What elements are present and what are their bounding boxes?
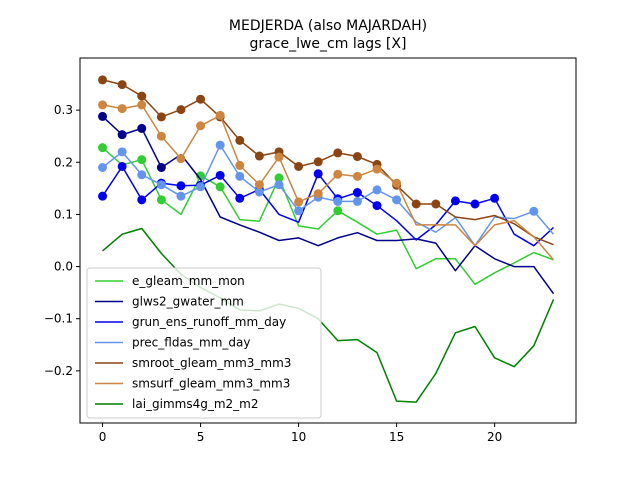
data-point-glws2_gwater_mm	[117, 130, 127, 140]
data-point-smsurf_gleam_mm3_mm3	[352, 171, 362, 181]
data-point-prec_fldas_mm_day	[333, 196, 343, 206]
legend-entry: smsurf_gleam_mm3_mm3	[132, 377, 290, 391]
data-point-glws2_gwater_mm	[98, 111, 108, 121]
data-point-e_gleam_mm_mon	[196, 171, 206, 181]
data-point-smsurf_gleam_mm3_mm3	[333, 169, 343, 179]
data-point-glws2_gwater_mm	[137, 123, 147, 133]
y-tick-label: 0.0	[54, 260, 73, 274]
data-point-smsurf_gleam_mm3_mm3	[294, 197, 304, 207]
x-tick-label: 10	[291, 430, 306, 444]
data-point-smsurf_gleam_mm3_mm3	[274, 152, 284, 162]
data-point-prec_fldas_mm_day	[176, 191, 186, 201]
data-point-smroot_gleam_mm3_mm3	[156, 112, 166, 122]
data-point-smroot_gleam_mm3_mm3	[294, 161, 304, 171]
data-point-prec_fldas_mm_day	[392, 195, 402, 205]
data-point-prec_fldas_mm_day	[372, 185, 382, 195]
legend-box	[86, 267, 322, 419]
data-point-smroot_gleam_mm3_mm3	[176, 105, 186, 115]
data-point-smroot_gleam_mm3_mm3	[254, 151, 264, 161]
data-point-smsurf_gleam_mm3_mm3	[235, 160, 245, 170]
y-tick-label: 0.3	[54, 103, 73, 117]
data-point-smsurf_gleam_mm3_mm3	[254, 180, 264, 190]
y-tick-label: 0.2	[54, 155, 73, 169]
data-point-smsurf_gleam_mm3_mm3	[313, 189, 323, 199]
data-point-grun_ens_runoff_mm_day	[176, 181, 186, 191]
data-point-grun_ens_runoff_mm_day	[137, 195, 147, 205]
data-point-smsurf_gleam_mm3_mm3	[117, 104, 127, 114]
data-point-prec_fldas_mm_day	[294, 206, 304, 216]
data-point-prec_fldas_mm_day	[274, 180, 284, 190]
data-point-smsurf_gleam_mm3_mm3	[392, 178, 402, 188]
data-point-smroot_gleam_mm3_mm3	[313, 157, 323, 167]
legend-entry: lai_gimms4g_m2_m2	[132, 397, 259, 411]
data-point-prec_fldas_mm_day	[529, 206, 539, 216]
data-point-smsurf_gleam_mm3_mm3	[176, 154, 186, 164]
data-point-grun_ens_runoff_mm_day	[117, 161, 127, 171]
y-tick-label: −0.2	[44, 364, 73, 378]
data-point-grun_ens_runoff_mm_day	[470, 199, 480, 209]
data-point-smroot_gleam_mm3_mm3	[98, 75, 108, 85]
data-point-smroot_gleam_mm3_mm3	[352, 152, 362, 162]
data-point-prec_fldas_mm_day	[352, 196, 362, 206]
y-tick-label: 0.1	[54, 207, 73, 221]
data-point-smsurf_gleam_mm3_mm3	[215, 110, 225, 120]
legend-entry: smroot_gleam_mm3_mm3	[132, 356, 291, 370]
legend-entry: glws2_gwater_mm	[132, 295, 244, 309]
data-point-grun_ens_runoff_mm_day	[215, 170, 225, 180]
data-point-e_gleam_mm_mon	[98, 143, 108, 153]
data-point-smsurf_gleam_mm3_mm3	[137, 100, 147, 110]
data-point-grun_ens_runoff_mm_day	[450, 196, 460, 206]
legend-entry: prec_fldas_mm_day	[132, 336, 251, 350]
data-point-grun_ens_runoff_mm_day	[352, 188, 362, 198]
data-point-smroot_gleam_mm3_mm3	[411, 199, 421, 209]
series-line-e_gleam_mm_mon	[102, 147, 554, 286]
data-point-e_gleam_mm_mon	[156, 195, 166, 205]
data-point-prec_fldas_mm_day	[235, 171, 245, 181]
data-point-smsurf_gleam_mm3_mm3	[372, 164, 382, 174]
data-point-smroot_gleam_mm3_mm3	[235, 135, 245, 145]
legend: e_gleam_mm_mon glws2_gwater_mm grun_ens_ru…	[86, 267, 322, 419]
data-point-prec_fldas_mm_day	[254, 187, 264, 197]
series-layer	[98, 75, 555, 403]
data-point-prec_fldas_mm_day	[215, 140, 225, 150]
series-line-smsurf_gleam_mm3_mm3	[102, 104, 555, 261]
x-tick-label: 15	[389, 430, 404, 444]
data-point-prec_fldas_mm_day	[98, 163, 108, 172]
data-point-e_gleam_mm_mon	[215, 182, 225, 192]
data-point-grun_ens_runoff_mm_day	[235, 193, 245, 203]
x-tick-label: 20	[487, 430, 502, 444]
data-point-grun_ens_runoff_mm_day	[98, 191, 108, 201]
plot-frame	[79, 57, 577, 424]
data-point-prec_fldas_mm_day	[196, 182, 206, 192]
data-point-e_gleam_mm_mon	[333, 206, 343, 216]
data-point-smroot_gleam_mm3_mm3	[196, 94, 206, 104]
data-point-grun_ens_runoff_mm_day	[372, 201, 382, 211]
data-point-smroot_gleam_mm3_mm3	[137, 91, 147, 101]
data-point-smroot_gleam_mm3_mm3	[431, 199, 441, 209]
data-point-e_gleam_mm_mon	[274, 173, 284, 183]
data-point-smroot_gleam_mm3_mm3	[333, 148, 343, 158]
data-point-grun_ens_runoff_mm_day	[313, 169, 323, 179]
data-point-smsurf_gleam_mm3_mm3	[196, 121, 206, 131]
x-tick-label: 5	[197, 430, 205, 444]
legend-entry: grun_ens_runoff_mm_day	[132, 315, 286, 329]
data-point-prec_fldas_mm_day	[137, 170, 147, 180]
legend-entry: e_gleam_mm_mon	[132, 274, 245, 288]
x-tick-label: 0	[99, 430, 107, 444]
y-tick-label: −0.1	[44, 312, 73, 326]
axes-ticks: 0 5 10 15 20 −0.2 −0.1 0.0 0.1 0.2 0.3	[44, 103, 502, 444]
data-point-e_gleam_mm_mon	[137, 155, 147, 165]
data-point-smroot_gleam_mm3_mm3	[117, 80, 127, 90]
data-point-prec_fldas_mm_day	[156, 180, 166, 190]
data-point-smsurf_gleam_mm3_mm3	[98, 100, 108, 110]
data-point-smsurf_gleam_mm3_mm3	[156, 131, 166, 141]
chart-title: MEDJERDA (also MAJARDAH)	[229, 18, 427, 34]
data-point-glws2_gwater_mm	[156, 163, 166, 172]
chart-subtitle: grace_lwe_cm lags [X]	[250, 36, 407, 52]
data-point-grun_ens_runoff_mm_day	[490, 193, 500, 203]
data-point-prec_fldas_mm_day	[117, 147, 127, 157]
